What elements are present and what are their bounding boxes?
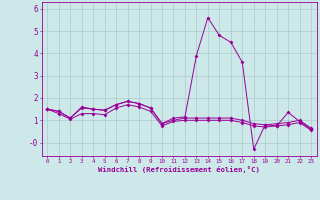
X-axis label: Windchill (Refroidissement éolien,°C): Windchill (Refroidissement éolien,°C): [98, 166, 260, 173]
